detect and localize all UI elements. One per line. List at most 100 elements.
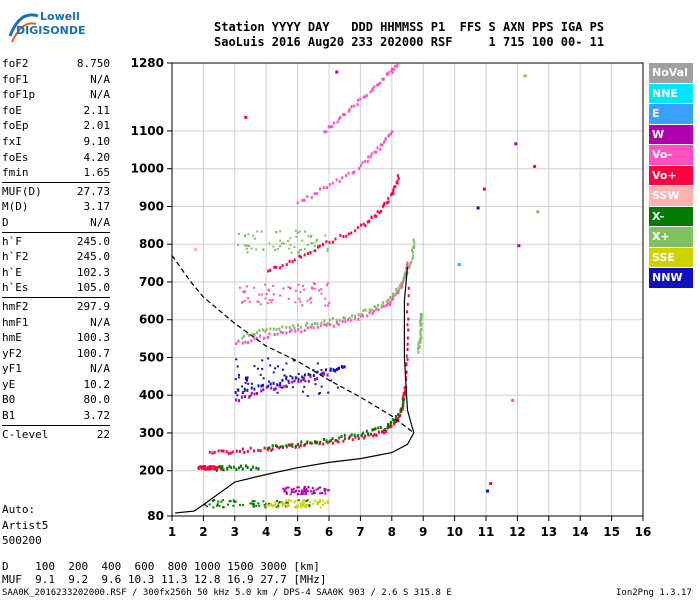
param-row: B1 3.72 <box>2 408 110 424</box>
echo-cluster-dot <box>300 493 303 496</box>
echo-trace-dot <box>399 408 402 412</box>
echo-cluster-dot <box>294 490 297 493</box>
echo-cluster-dot <box>315 240 318 243</box>
echo-cluster-dot <box>299 504 302 507</box>
x-tick-label: 1 <box>168 525 176 539</box>
y-tick-label: 1000 <box>131 162 164 176</box>
echo-trace-dot <box>419 319 422 323</box>
param-key: h`E <box>2 265 22 279</box>
echo-cluster-dot <box>306 394 309 397</box>
echo-trace-dot <box>273 265 276 269</box>
echo-trace-dot <box>293 258 296 262</box>
echo-cluster-dot <box>267 357 270 360</box>
echo-cluster-dot <box>311 287 314 290</box>
echo-cluster-dot <box>244 378 247 381</box>
echo-cluster-dot <box>211 465 214 468</box>
y-tick-label: 1280 <box>131 56 164 70</box>
echo-cluster-dot <box>265 293 268 296</box>
echo-trace-dot <box>350 433 353 437</box>
echo-cluster-dot <box>318 392 321 395</box>
density-profile-line <box>175 266 415 514</box>
echo-cluster-dot <box>299 248 302 251</box>
echo-cluster-dot <box>266 302 269 305</box>
echo-trace-dot <box>331 437 334 441</box>
echo-cluster-dot <box>282 487 285 490</box>
echo-trace-dot <box>379 209 382 213</box>
echo-cluster-dot <box>213 468 216 471</box>
param-key: C-level <box>2 427 49 441</box>
echo-trace-dot <box>418 345 421 349</box>
echo-trace-dot <box>315 441 318 445</box>
echo-trace-dot <box>351 314 354 318</box>
param-key: B1 <box>2 409 16 423</box>
echo-trace-dot <box>316 322 319 326</box>
echo-trace-dot <box>278 327 281 331</box>
echo-point <box>476 206 480 210</box>
echo-trace-dot <box>274 387 277 391</box>
param-key: foF1 <box>2 72 29 86</box>
echo-trace-dot <box>397 177 400 181</box>
echo-cluster-dot <box>245 247 248 250</box>
echo-trace-dot <box>246 388 249 392</box>
echo-trace-dot <box>392 295 395 299</box>
echo-trace-dot <box>406 261 409 265</box>
echo-trace-dot <box>357 317 360 321</box>
echo-trace-dot <box>279 266 282 270</box>
echo-cluster-dot <box>310 242 313 245</box>
param-value: 80.0 <box>83 393 111 407</box>
echo-trace-dot <box>288 330 291 334</box>
echo-trace-dot <box>269 327 272 331</box>
echo-trace-dot <box>350 231 353 235</box>
echo-cluster-dot <box>295 235 298 238</box>
echo-trace-dot <box>235 449 238 453</box>
echo-cluster-dot <box>293 245 296 248</box>
echo-trace-dot <box>328 318 331 322</box>
param-row: foEs 4.20 <box>2 150 110 166</box>
param-row: M(D) 3.17 <box>2 199 110 215</box>
echo-trace-dot <box>335 318 338 322</box>
echo-trace-dot <box>303 373 306 377</box>
echo-trace-dot <box>403 386 406 390</box>
echo-cluster-dot <box>258 504 261 507</box>
echo-trace-dot <box>345 234 348 238</box>
echo-cluster-dot <box>272 371 275 374</box>
echo-cluster-dot <box>278 500 281 503</box>
echo-trace-dot <box>391 130 394 134</box>
echo-cluster-dot <box>305 488 308 491</box>
echo-cluster-dot <box>326 249 329 252</box>
param-value: 10.2 <box>83 377 111 391</box>
echo-trace-dot <box>373 427 376 431</box>
echo-trace-dot <box>211 451 214 455</box>
echo-cluster-dot <box>205 468 208 471</box>
echo-trace-dot <box>255 466 258 470</box>
echo-cluster-dot <box>298 230 301 233</box>
echo-trace-dot <box>246 449 249 453</box>
echo-cluster-dot <box>247 382 250 385</box>
echo-trace-dot <box>389 421 392 425</box>
echo-cluster-dot <box>202 466 205 469</box>
echo-trace-dot <box>392 421 395 425</box>
echo-cluster-dot <box>305 492 308 495</box>
echo-trace-dot <box>274 444 277 448</box>
echo-trace-dot <box>387 423 390 427</box>
echo-trace-dot <box>395 420 398 424</box>
x-tick-label: 3 <box>231 525 239 539</box>
echo-trace-dot <box>397 291 400 295</box>
echo-cluster-dot <box>306 490 309 493</box>
echo-trace-dot <box>330 125 333 129</box>
echo-trace-dot <box>262 336 265 340</box>
y-tick-label: 900 <box>139 199 164 213</box>
echo-trace-dot <box>402 395 405 399</box>
echo-cluster-dot <box>303 230 306 233</box>
echo-cluster-dot <box>238 286 241 289</box>
echo-trace-dot <box>347 436 350 440</box>
param-value: 102.3 <box>76 265 110 279</box>
echo-trace-dot <box>356 226 359 230</box>
param-key: M(D) <box>2 200 29 214</box>
echo-trace-dot <box>298 254 301 258</box>
echo-cluster-dot <box>246 285 249 288</box>
echo-trace-dot <box>279 330 282 334</box>
echo-cluster-dot <box>305 503 308 506</box>
echo-cluster-dot <box>315 501 318 504</box>
echo-point <box>511 398 515 402</box>
